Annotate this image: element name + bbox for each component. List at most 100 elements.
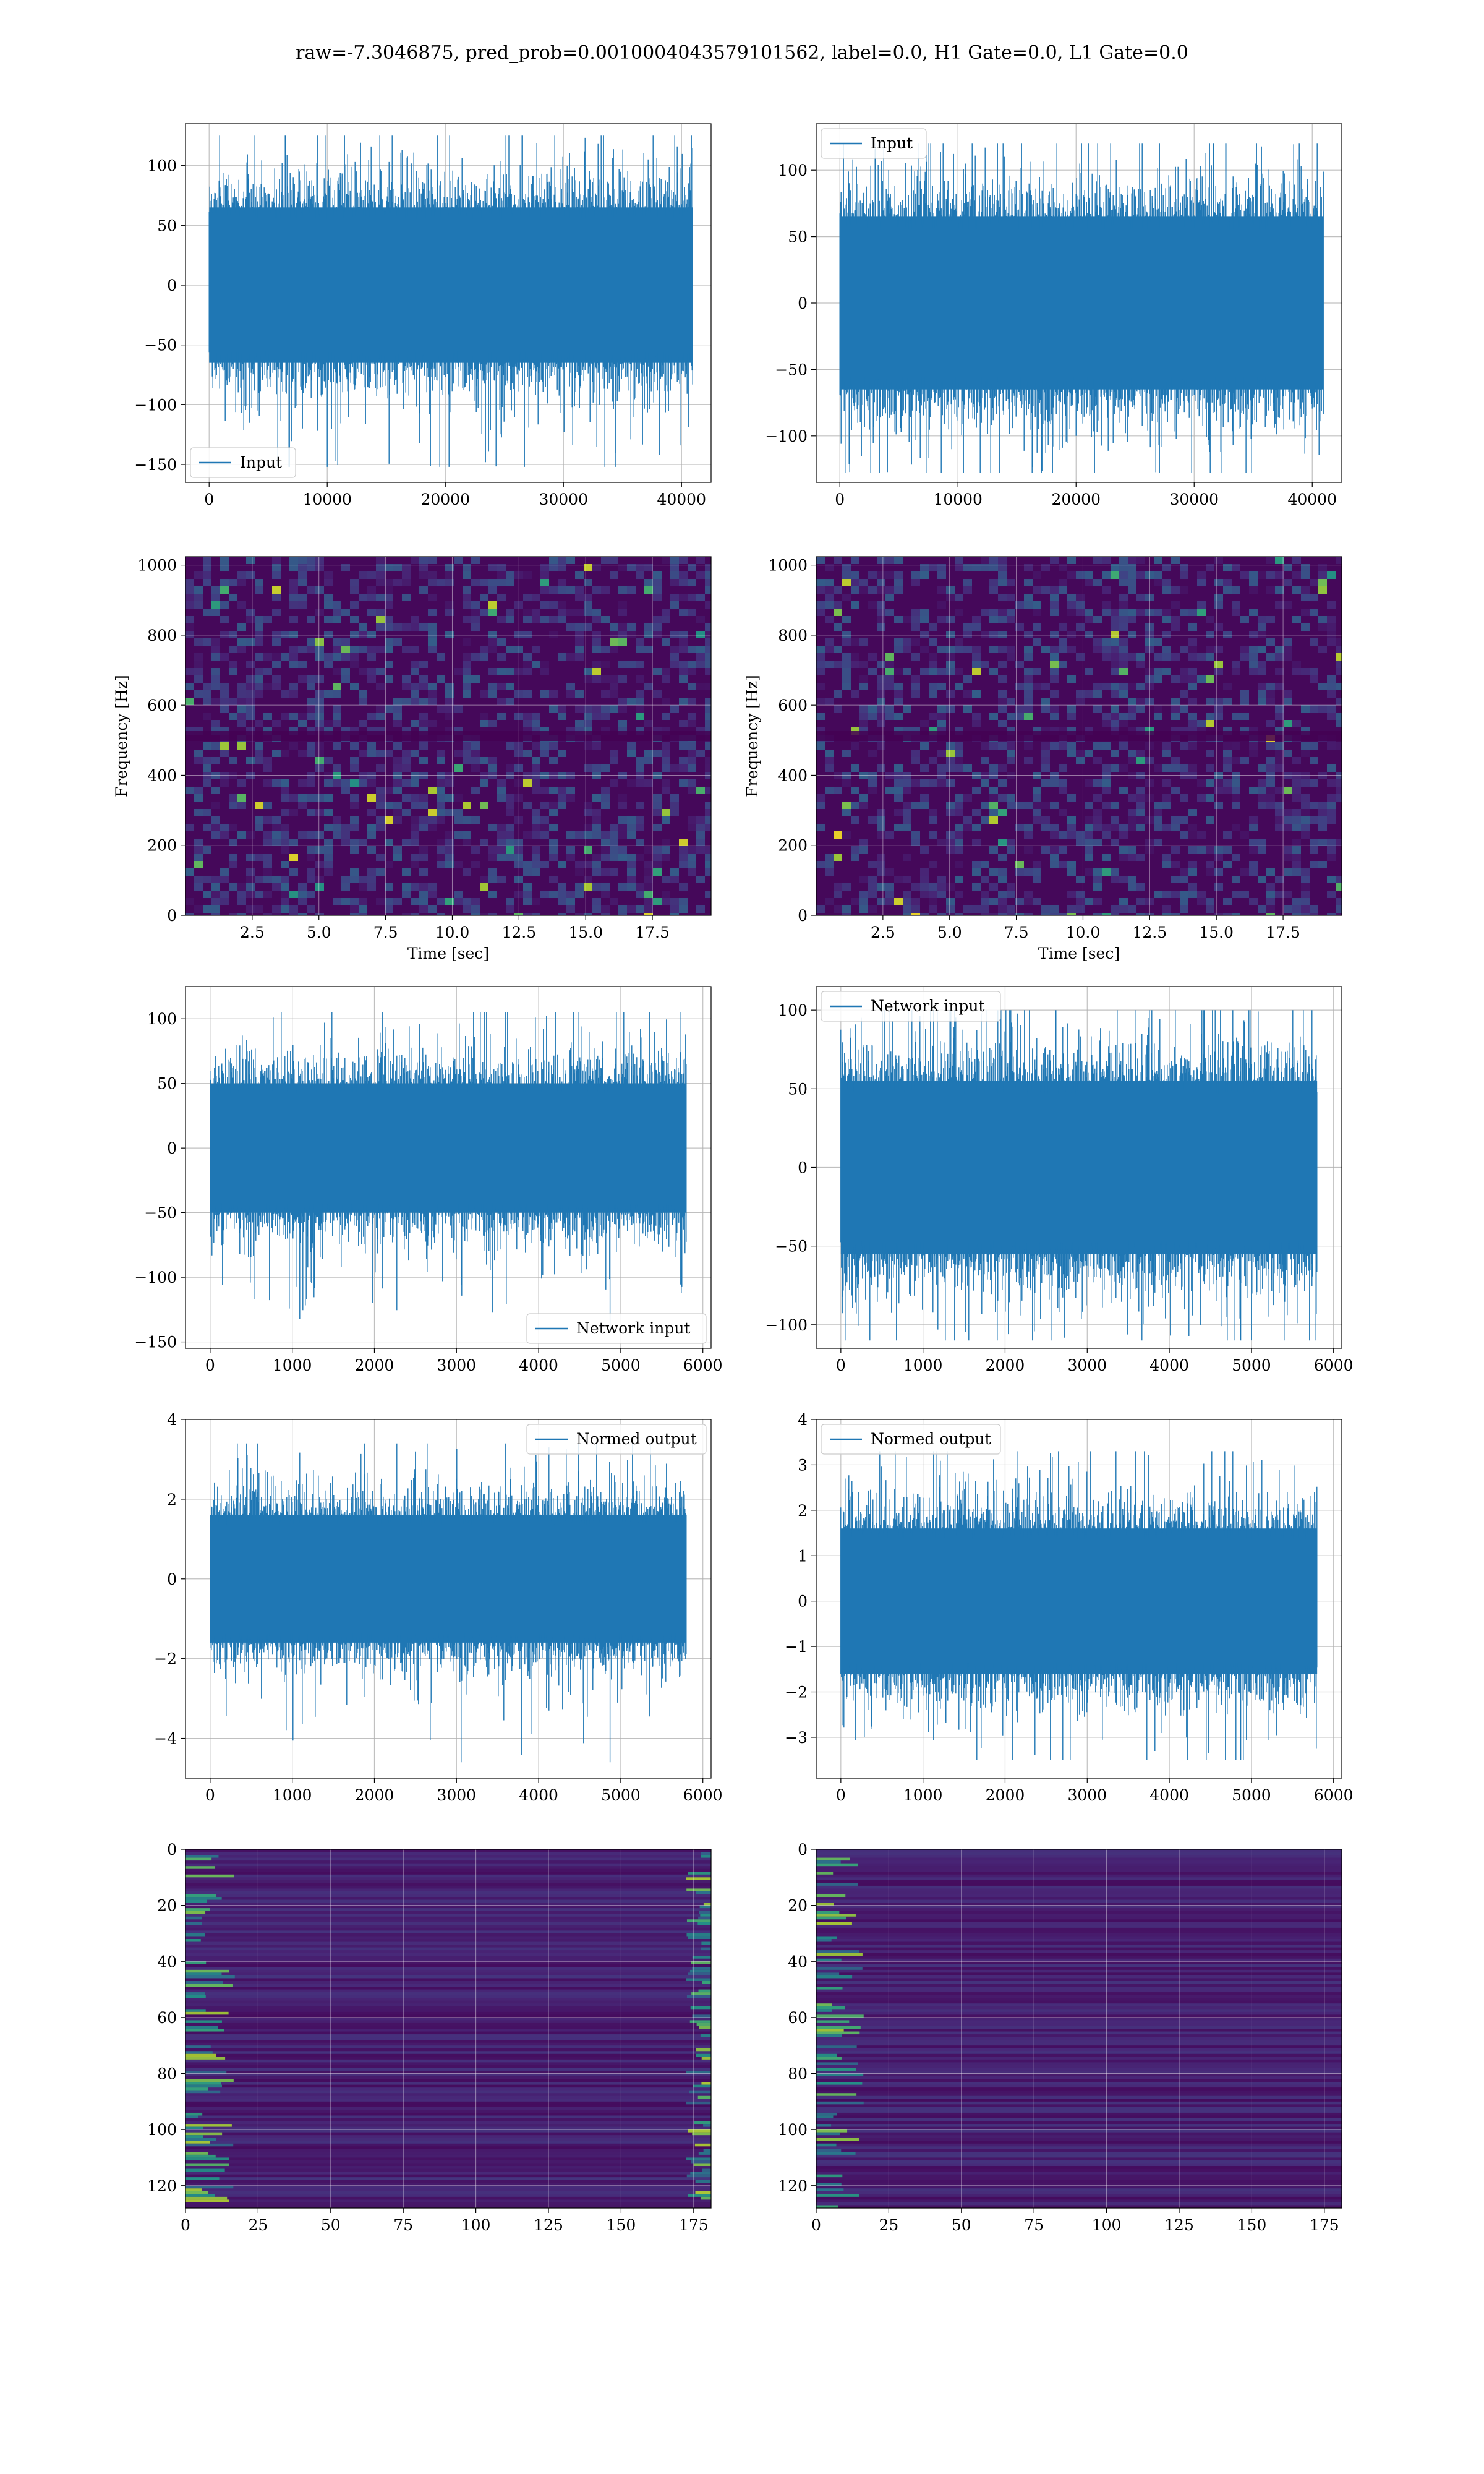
heatmap-cell bbox=[601, 690, 610, 698]
heatmap-cell bbox=[463, 905, 471, 913]
heatmap-cell bbox=[1102, 802, 1111, 809]
heatmap-cell bbox=[972, 720, 981, 727]
heatmap-cell bbox=[868, 668, 877, 675]
heatmap-cell bbox=[289, 653, 298, 661]
legend-label: Network input bbox=[871, 997, 984, 1015]
heatmap-edge bbox=[186, 2154, 216, 2158]
y-tick-label: 2 bbox=[167, 1491, 177, 1509]
heatmap-cell bbox=[385, 623, 393, 631]
heatmap-cell bbox=[851, 557, 859, 564]
heatmap-edge bbox=[691, 1992, 711, 1996]
heatmap-cell bbox=[1154, 824, 1162, 831]
heatmap-cell bbox=[411, 861, 419, 868]
heatmap-edge bbox=[186, 2196, 228, 2200]
heatmap-row bbox=[816, 1930, 1342, 1934]
heatmap-cell bbox=[194, 883, 203, 891]
heatmap-cell bbox=[1145, 846, 1154, 854]
heatmap-cell bbox=[385, 616, 393, 623]
heatmap-cell bbox=[1102, 913, 1111, 915]
heatmap-cell bbox=[194, 668, 203, 675]
legend-box bbox=[821, 128, 927, 159]
heatmap-cell bbox=[402, 579, 411, 586]
heatmap-cell bbox=[877, 713, 885, 720]
heatmap-cell bbox=[1007, 750, 1015, 757]
heatmap-row bbox=[816, 2202, 1342, 2206]
heatmap-cell bbox=[1102, 601, 1111, 609]
heatmap-cell bbox=[584, 861, 592, 868]
heatmap-edge bbox=[186, 2053, 216, 2057]
heatmap-edge bbox=[186, 2157, 229, 2161]
heatmap-edge bbox=[691, 1961, 711, 1965]
heatmap-cell bbox=[454, 816, 463, 824]
heatmap-cell bbox=[989, 772, 998, 779]
heatmap-cell bbox=[1024, 683, 1033, 690]
heatmap-cell bbox=[688, 564, 696, 571]
heatmap-cell bbox=[972, 713, 981, 720]
x-tick-label: 10.0 bbox=[1066, 923, 1101, 941]
heatmap-cell bbox=[1188, 653, 1197, 661]
heatmap-cell bbox=[937, 646, 946, 653]
y-tick-label: 0 bbox=[167, 1570, 177, 1588]
heatmap-cell bbox=[558, 772, 566, 779]
heatmap-cell bbox=[688, 661, 696, 668]
heatmap-edge bbox=[186, 1972, 222, 1976]
heatmap-cell bbox=[1180, 609, 1188, 616]
heatmap-cell bbox=[679, 661, 688, 668]
heatmap-cell bbox=[868, 601, 877, 609]
heatmap-row bbox=[186, 2051, 711, 2055]
heatmap-cell bbox=[859, 720, 868, 727]
heatmap-cell bbox=[955, 913, 963, 915]
heatmap-cell bbox=[1284, 579, 1292, 586]
heatmap-cell bbox=[834, 891, 842, 898]
heatmap-cell bbox=[981, 661, 989, 668]
heatmap-edge bbox=[692, 2014, 711, 2018]
heatmap-cell bbox=[963, 905, 972, 913]
heatmap-cell bbox=[1310, 668, 1318, 675]
heatmap-cell bbox=[963, 705, 972, 713]
heatmap-cell bbox=[851, 802, 859, 809]
heatmap-cell bbox=[1188, 742, 1197, 750]
heatmap-cell bbox=[497, 839, 506, 846]
heatmap-cell bbox=[601, 883, 610, 891]
heatmap-cell bbox=[1206, 675, 1214, 683]
heatmap-cell bbox=[1119, 623, 1128, 631]
heatmap-cell bbox=[203, 779, 211, 787]
heatmap-cell bbox=[705, 653, 711, 661]
heatmap-cell bbox=[315, 831, 324, 839]
heatmap-cell bbox=[1041, 816, 1050, 824]
heatmap-cell bbox=[885, 787, 894, 794]
y-tick-label: 50 bbox=[788, 228, 808, 246]
heatmap-cell bbox=[1111, 631, 1119, 638]
heatmap-cell bbox=[877, 616, 885, 623]
heatmap-cell bbox=[540, 579, 549, 586]
heatmap-cell bbox=[1093, 898, 1102, 905]
heatmap-row bbox=[186, 2073, 711, 2077]
x-tick-label: 40000 bbox=[1287, 490, 1337, 508]
heatmap-cell bbox=[1128, 564, 1136, 571]
heatmap-cell bbox=[211, 891, 220, 898]
heatmap-cell bbox=[911, 913, 920, 915]
y-tick-label: 100 bbox=[147, 157, 177, 175]
heatmap-cell bbox=[272, 675, 281, 683]
heatmap-edge bbox=[699, 2026, 711, 2029]
heatmap-row bbox=[816, 2057, 1342, 2060]
heatmap-cell bbox=[1249, 579, 1258, 586]
heatmap-cell bbox=[1301, 883, 1310, 891]
heatmap-row bbox=[186, 2163, 711, 2167]
y-tick-label: 200 bbox=[147, 837, 177, 855]
heatmap-cell bbox=[1111, 623, 1119, 631]
heatmap-row bbox=[816, 2017, 1342, 2021]
heatmap-edge bbox=[816, 2205, 838, 2208]
heatmap-cell bbox=[1336, 905, 1342, 913]
heatmap-cell bbox=[1266, 586, 1275, 594]
heatmap-cell bbox=[688, 854, 696, 861]
heatmap-cell bbox=[1284, 809, 1292, 816]
heatmap-cell bbox=[307, 638, 315, 646]
heatmap-cell bbox=[549, 557, 558, 564]
heatmap-cell bbox=[946, 831, 955, 839]
heatmap-cell bbox=[1050, 861, 1059, 868]
heatmap-cell bbox=[385, 586, 393, 594]
legend: Network input bbox=[821, 991, 1001, 1022]
heatmap-cell bbox=[825, 898, 834, 905]
heatmap-cell bbox=[1067, 831, 1076, 839]
